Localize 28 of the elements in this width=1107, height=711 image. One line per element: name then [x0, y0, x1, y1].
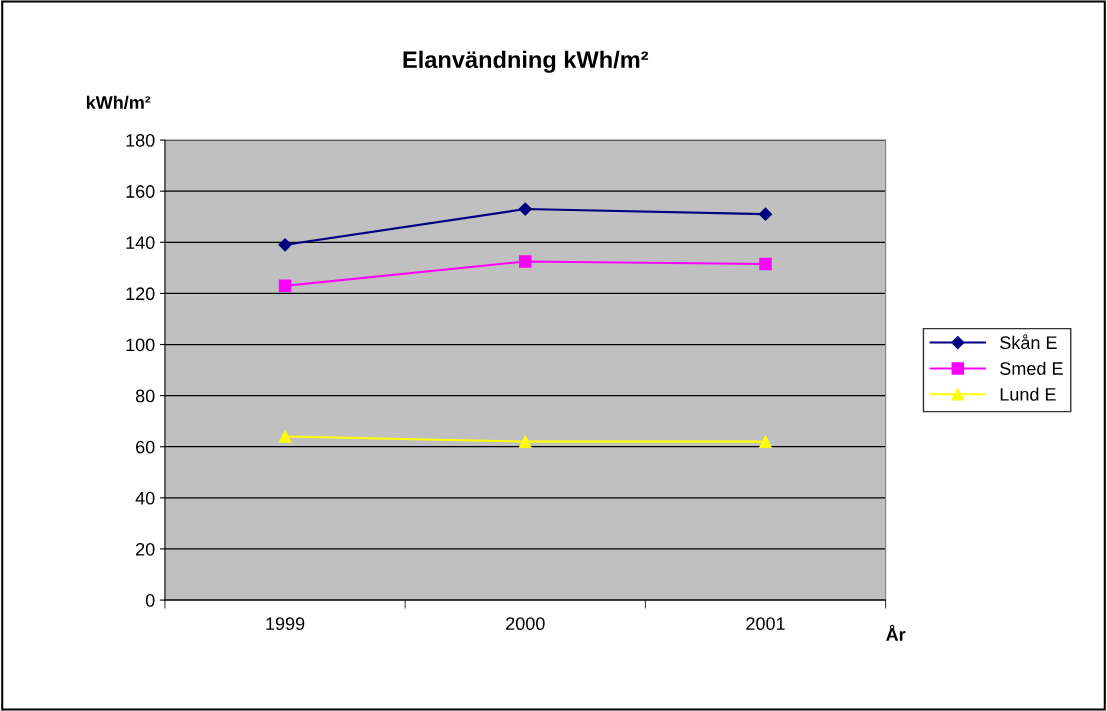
y-tick-label: 180 [126, 134, 155, 147]
y-tick-label: 0 [145, 594, 155, 607]
y-tick-label: 140 [126, 236, 155, 250]
legend-label: Lund E [1000, 387, 1056, 401]
chart-title: Elanvändning kWh/m² [403, 50, 649, 73]
point [278, 430, 292, 443]
y-tick-label: 100 [126, 338, 155, 352]
y-tick-label: 60 [136, 440, 155, 454]
y-tick-label: 40 [135, 491, 155, 505]
x-tick-label: 1999 [266, 617, 305, 631]
y-tick-label: 20 [136, 542, 155, 556]
legend-label: Smed E [1000, 361, 1063, 375]
point [759, 257, 772, 271]
point [758, 207, 773, 221]
point [519, 255, 532, 268]
point [278, 238, 292, 252]
x-tick-label: 2001 [746, 617, 785, 631]
y-tick-label: 80 [135, 389, 155, 403]
x-tick-label: 2000 [506, 617, 545, 631]
point [519, 435, 532, 448]
point [759, 435, 772, 448]
y-tick-label: 120 [126, 287, 155, 301]
point [278, 279, 292, 292]
legend-label: Skån E [1000, 334, 1057, 350]
y-axis-title: kWh/m² [86, 95, 151, 110]
x-axis-title: År [886, 624, 906, 641]
y-tick-label: 160 [126, 185, 155, 198]
point [518, 202, 532, 216]
